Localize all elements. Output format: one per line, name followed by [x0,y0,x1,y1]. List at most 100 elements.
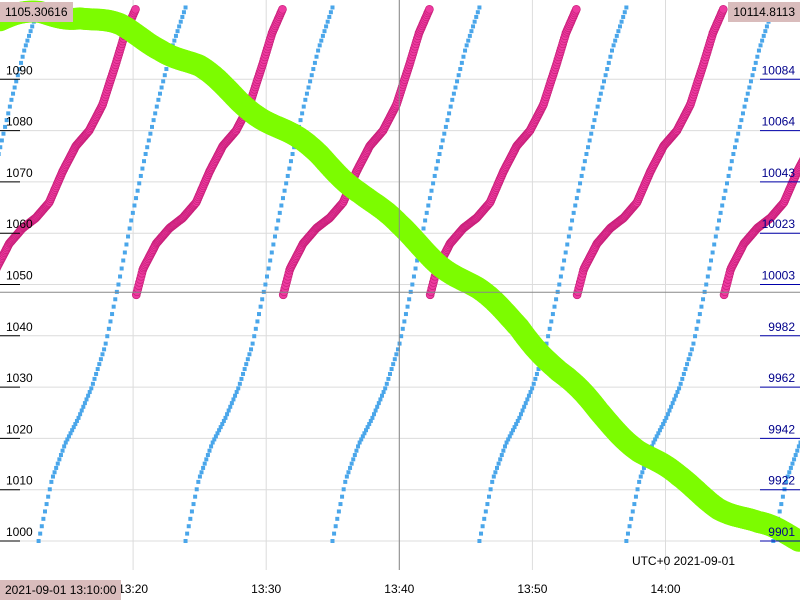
blue-series-point [426,203,431,208]
y-left-tick-label: 1030 [6,371,33,385]
blue-series-point [161,79,166,84]
blue-series-point [779,502,784,507]
blue-series-point [624,539,629,543]
blue-series-point [728,166,733,171]
blue-series-point [654,434,659,439]
blue-series-point [630,509,635,514]
magenta-series-point [718,4,728,14]
blue-series-point [683,367,688,372]
blue-series-point [218,425,223,430]
blue-series-point [220,422,225,427]
blue-series-point [411,274,416,279]
timezone-label: UTC+0 2021-09-01 [631,554,735,568]
blue-series-point [92,376,97,381]
blue-series-point [25,38,30,43]
blue-series-point [432,173,437,178]
blue-series-point [370,415,375,420]
blue-series-point [740,111,745,116]
blue-series-point [480,524,485,529]
blue-series-point [675,390,680,395]
blue-series-point [134,196,139,201]
blue-series-point [576,188,581,193]
blue-series-point [241,371,246,376]
blue-series-point [501,448,506,453]
blue-series-point [483,509,488,514]
blue-series-point [608,54,613,59]
blue-series-point [464,43,469,48]
blue-series-point [324,24,329,29]
blue-series-point [153,111,158,116]
blue-series-point [87,390,92,395]
blue-series-point [616,29,621,34]
blue-series-point [135,188,140,193]
blue-series-point [403,312,408,317]
x-tick-label: 13:20 [118,582,148,596]
blue-series-point [651,440,656,445]
blue-series-point [151,118,156,123]
blue-series-point [207,448,212,453]
blue-series-point [66,434,71,439]
blue-series-point [691,341,696,346]
blue-series-point [662,418,667,423]
blue-series-point [461,54,466,59]
blue-series-point [237,381,242,386]
blue-series-point [172,38,177,43]
y-right-tick-label: 9922 [768,474,795,488]
blue-series-point [709,258,714,263]
blue-series-point [247,352,252,357]
blue-series-point [132,203,137,208]
blue-series-point [442,131,447,136]
blue-series-point [750,73,755,78]
blue-series-point [712,242,717,247]
blue-series-point [677,386,682,391]
blue-series-point [65,437,70,442]
blue-series-point [752,67,757,72]
blue-series-point [602,79,607,84]
blue-series-point [11,91,16,96]
y-left-tick-label: 1090 [6,63,33,77]
blue-series-point [566,234,571,239]
blue-series-point [622,10,627,15]
blue-series-point [504,440,509,445]
blue-series-point [205,453,210,458]
blue-series-point [271,242,276,247]
blue-series-point [217,428,222,433]
blue-series-point [499,453,504,458]
blue-series-point [287,166,292,171]
blue-series-point [82,401,87,406]
y-left-tick-label: 1070 [6,166,33,180]
blue-series-point [89,386,94,391]
blue-series-point [44,502,49,507]
blue-series-point [301,104,306,109]
blue-series-point [400,326,405,331]
blue-series-point [204,457,209,462]
blue-series-point [673,393,678,398]
blue-series-point [14,79,19,84]
blue-series-point [392,357,397,362]
blue-series-point [760,38,765,43]
blue-series-point [137,181,142,186]
blue-series-point [245,357,250,362]
blue-series-point [686,357,691,362]
blue-series-point [344,474,349,479]
blue-series-point [113,297,118,302]
y-left-tick-label: 1010 [6,474,33,488]
blue-series-point [0,151,1,156]
blue-series-point [386,376,391,381]
blue-series-point [340,494,345,499]
blue-series-point [552,304,557,309]
blue-series-point [507,434,512,439]
blue-series-point [157,91,162,96]
crosshair [0,0,800,570]
blue-series-point [111,304,116,309]
y-right-tick-label: 10084 [762,63,796,77]
blue-series-point [46,494,51,499]
blue-series-point [226,408,231,413]
blue-series-point [421,226,426,231]
blue-series-point [6,111,11,116]
blue-series-point [74,418,79,423]
y-left-tick-label: 1040 [6,320,33,334]
blue-series-point [30,24,35,29]
blue-series-point [39,524,44,529]
y-right-tick-label: 10003 [762,269,796,283]
